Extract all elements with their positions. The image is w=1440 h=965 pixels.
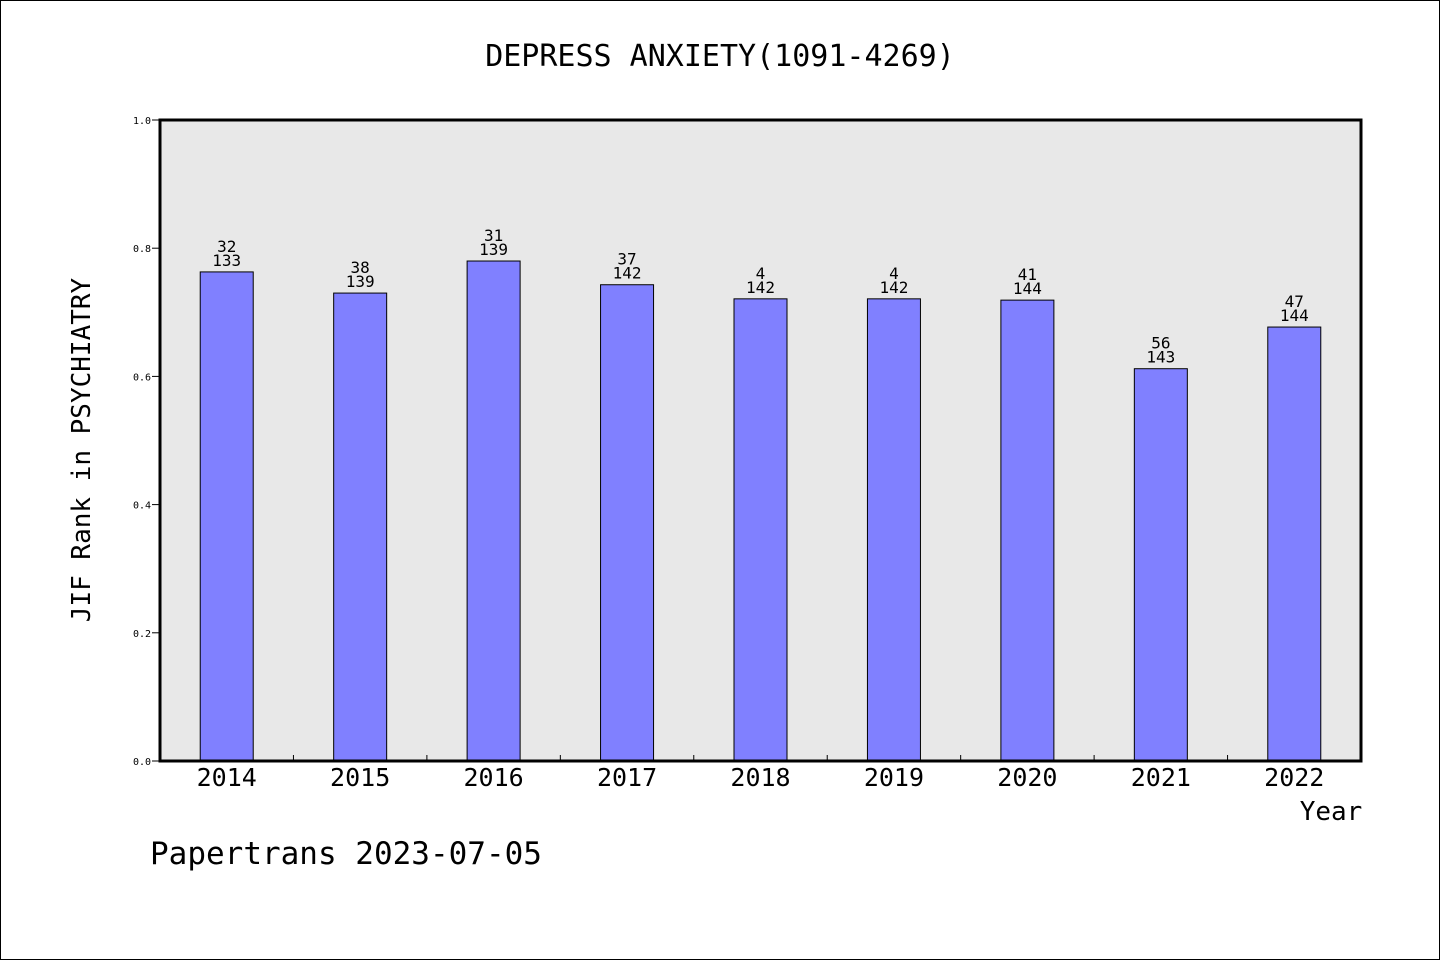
bar-2019 [866, 298, 921, 762]
bar-label-bottom: 142 [746, 278, 775, 297]
bar-2018 [733, 298, 788, 762]
bar-label-bottom: 144 [1013, 279, 1042, 298]
bar-label-top: 37 [617, 250, 636, 269]
x-tick-label: 2014 [197, 763, 257, 792]
bar-2014 [199, 271, 254, 762]
bar-label-top: 31 [484, 226, 503, 245]
x-tick-label: 2022 [1264, 763, 1324, 792]
bar-label-bottom: 133 [212, 251, 241, 270]
bar-label-bottom: 142 [613, 264, 642, 283]
bar-label-top: 41 [1018, 265, 1037, 284]
x-tick-label: 2020 [997, 763, 1057, 792]
bar-2021 [1133, 368, 1188, 762]
bar-label-bottom: 139 [479, 240, 508, 259]
y-tick-label: 0.8 [133, 244, 151, 255]
plot-frame [158, 118, 1363, 763]
bar-label-bottom: 142 [879, 278, 908, 297]
bar-label-top: 56 [1151, 334, 1170, 353]
chart-title: DEPRESS ANXIETY(1091-4269) [485, 39, 955, 74]
y-tick-label: 0.4 [133, 501, 151, 512]
bar-label-bottom: 144 [1280, 306, 1309, 325]
x-tick-label: 2018 [730, 763, 790, 792]
y-tick-label: 0.0 [133, 757, 151, 768]
bar-2022 [1267, 326, 1322, 762]
bar-2015 [333, 292, 388, 762]
x-tick-label: 2015 [330, 763, 390, 792]
x-tick-label: 2016 [464, 763, 524, 792]
x-tick-label: 2021 [1131, 763, 1191, 792]
x-axis-ticks: 2014 2015 2016 2017 2018 2019 2020 2021 2022 [197, 755, 1324, 792]
y-tick-label: 0.2 [133, 629, 151, 640]
bar-2020 [1000, 299, 1055, 762]
x-tick-label: 2017 [597, 763, 657, 792]
bar-label-top: 4 [756, 264, 766, 283]
bar-label-top: 38 [351, 258, 370, 277]
footer-text: Papertrans 2023-07-05 [150, 836, 542, 872]
bar-label-bottom: 139 [346, 272, 375, 291]
bar-label-top: 32 [217, 237, 236, 256]
x-axis-label: Year [1300, 797, 1363, 827]
y-axis-label: JIF Rank in PSYCHIATRY [67, 277, 97, 622]
x-tick-label: 2019 [864, 763, 924, 792]
bar-2016 [466, 260, 521, 762]
y-tick-label: 0.6 [133, 372, 151, 383]
y-tick-label: 1.0 [133, 116, 151, 127]
bar-label-top: 47 [1285, 292, 1304, 311]
bar-2017 [600, 284, 655, 762]
bar-label-top: 4 [889, 264, 899, 283]
bar-label-bottom: 143 [1146, 348, 1175, 367]
